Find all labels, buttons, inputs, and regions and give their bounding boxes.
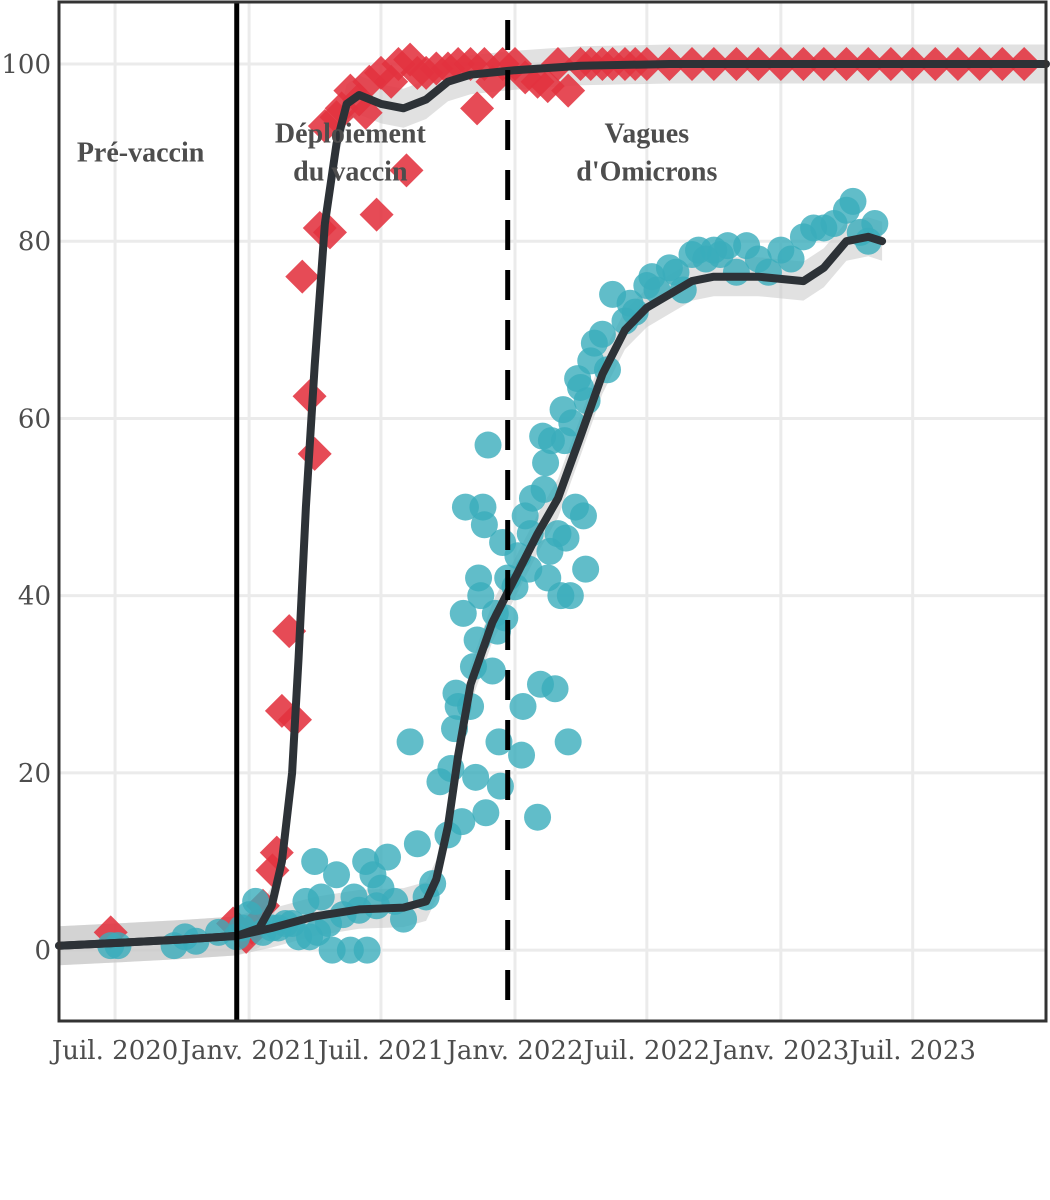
y-tick-label: 20 [18, 759, 51, 789]
circle-point [714, 232, 742, 260]
x-tick-label: Janv. 2021 [178, 1036, 318, 1066]
circle-point [462, 763, 490, 791]
phase-annotation: d'Omicrons [576, 157, 717, 188]
circle-point [556, 582, 584, 610]
circle-point [569, 502, 597, 530]
y-tick-label: 0 [34, 936, 51, 966]
circle-point [353, 936, 381, 964]
circle-point [448, 808, 476, 836]
diamond-point [460, 91, 495, 126]
plot-frame [57, 0, 1048, 1023]
vertical-line-layer [234, 2, 511, 1021]
circle-point [478, 657, 506, 685]
x-tick-label: Janv. 2022 [443, 1036, 583, 1066]
y-tick-label: 100 [1, 50, 51, 80]
circle-point [472, 799, 500, 827]
confidence-band-layer [59, 44, 1046, 966]
circle-point [396, 728, 424, 756]
circle-point [524, 803, 552, 831]
circle-point [323, 861, 351, 889]
circle-point [530, 475, 558, 503]
y-tick-label: 80 [18, 227, 51, 257]
confidence-band [59, 217, 883, 966]
diamond-point [297, 436, 332, 471]
x-tick-label: Janv. 2023 [709, 1036, 849, 1066]
circle-point [242, 887, 270, 915]
circle-point [552, 524, 580, 552]
trend-line [55, 232, 887, 950]
y-tick-label: 60 [18, 404, 51, 434]
circle-point [301, 848, 329, 876]
diamond-point [285, 259, 320, 294]
phase-annotation: Vagues [605, 119, 690, 150]
y-tick-label: 40 [18, 582, 51, 612]
phase-annotation: Pré-vaccin [77, 138, 205, 169]
circle-point [861, 210, 889, 238]
circle-point [509, 692, 537, 720]
diamond-point [551, 73, 586, 108]
circle-point [532, 449, 560, 477]
diamond-point [389, 153, 424, 188]
circle-point [777, 245, 805, 273]
circle-point [307, 883, 335, 911]
circle-point [449, 599, 477, 627]
circle-point [839, 187, 867, 215]
circle-point [390, 905, 418, 933]
circle-point [508, 741, 536, 769]
trend-line-layer [55, 60, 1050, 950]
circle-point [374, 843, 402, 871]
circle-point [588, 320, 616, 348]
x-tick-label: Juil. 2023 [846, 1036, 976, 1066]
phase-annotation: du vaccin [293, 157, 408, 188]
circle-point [470, 511, 498, 539]
circle-point [541, 675, 569, 703]
circle-point [572, 555, 600, 583]
diamond-point [359, 197, 394, 232]
circle-point [621, 298, 649, 326]
x-tick-label: Juil. 2021 [315, 1036, 445, 1066]
circle-point [554, 728, 582, 756]
circle-point [558, 409, 586, 437]
circle-point [403, 830, 431, 858]
circle-point [474, 431, 502, 459]
x-tick-label: Juil. 2020 [49, 1036, 179, 1066]
phase-annotation: Déploiement [275, 119, 427, 150]
annotation-layer: Pré-vaccin Déploiement du vaccin Vagues d'Om… [77, 119, 718, 188]
x-tick-label: Juil. 2022 [581, 1036, 711, 1066]
